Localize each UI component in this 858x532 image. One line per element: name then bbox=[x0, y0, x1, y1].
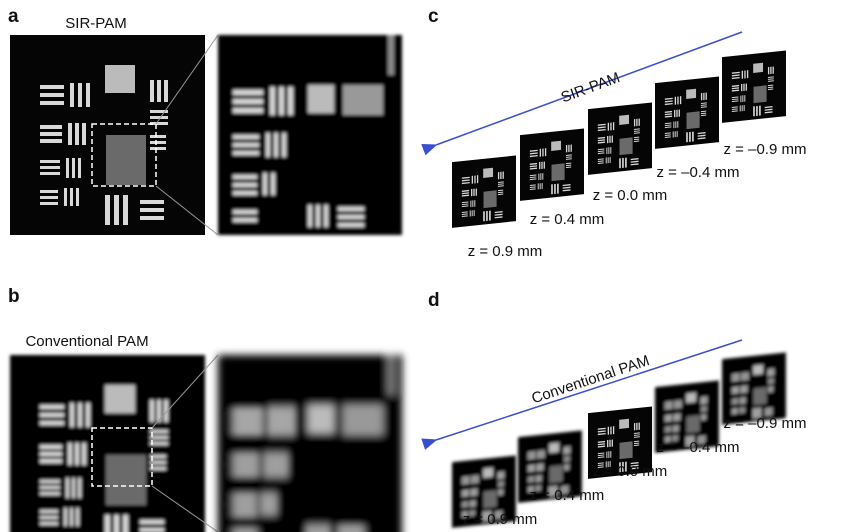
stack-image bbox=[655, 76, 719, 148]
target-image bbox=[10, 35, 205, 235]
panel-label: d bbox=[428, 290, 440, 311]
panel-label: a bbox=[8, 6, 19, 27]
image-stack: z = 0.9 mm z = 0.4 mm z = 0.0 mm z = –0.4 m… bbox=[452, 352, 806, 528]
zoom-image bbox=[218, 35, 402, 235]
z-label: z = 0.9 mm bbox=[463, 511, 538, 528]
stack-image bbox=[722, 352, 786, 424]
stack-image bbox=[722, 50, 786, 122]
z-label: z = 0.4 mm bbox=[530, 487, 605, 504]
arrow-label: SIR-PAM bbox=[559, 69, 622, 106]
panel-label: b bbox=[8, 286, 20, 307]
stack-image bbox=[520, 128, 584, 200]
arrow-label: Conventional PAM bbox=[529, 352, 651, 407]
panel-title: SIR-PAM bbox=[65, 15, 126, 32]
z-label: z = –0.9 mm bbox=[724, 141, 807, 158]
z-label: z = –0.4 mm bbox=[657, 439, 740, 456]
z-label: z = 0.0 mm bbox=[593, 463, 668, 480]
image-stack: z = 0.9 mm z = 0.4 mm z = 0.0 mm z = –0.4 m… bbox=[452, 50, 806, 260]
zoom-image bbox=[218, 355, 402, 532]
figure: a SIR-PAM b Conventional PAM c SIR-PAM z… bbox=[0, 0, 858, 532]
panel-title: Conventional PAM bbox=[25, 333, 148, 350]
stack-image bbox=[452, 155, 516, 227]
z-label: z = 0.9 mm bbox=[468, 243, 543, 260]
z-label: z = 0.4 mm bbox=[530, 211, 605, 228]
z-label: z = 0.0 mm bbox=[593, 187, 668, 204]
z-label: z = –0.4 mm bbox=[657, 164, 740, 181]
target-image bbox=[10, 355, 205, 532]
stack-image bbox=[588, 102, 652, 174]
z-label: z = –0.9 mm bbox=[724, 415, 807, 432]
panel-label: c bbox=[428, 6, 439, 27]
